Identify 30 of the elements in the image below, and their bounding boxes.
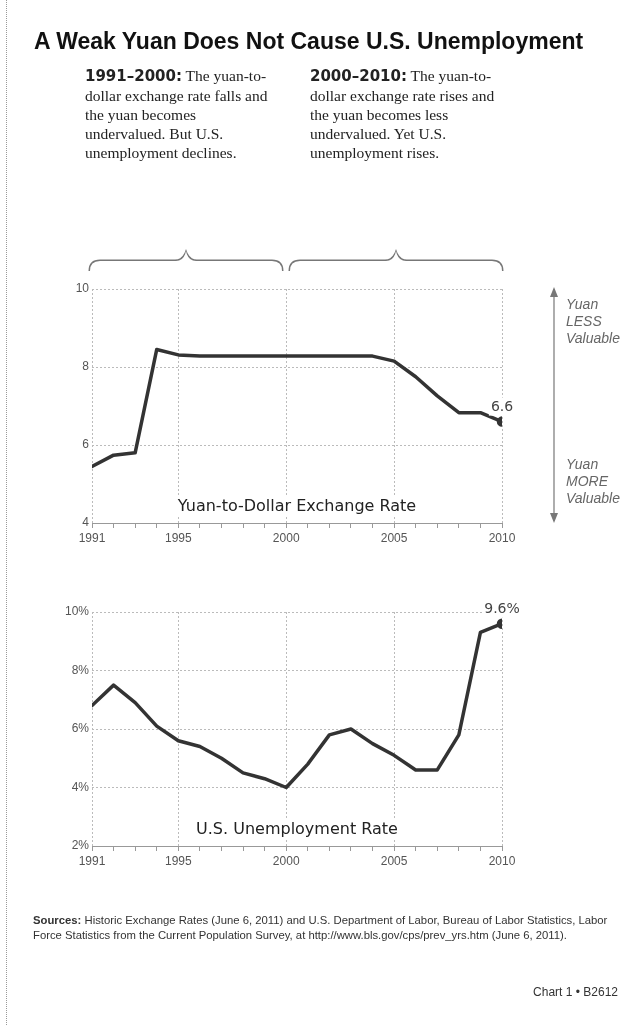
x-tick-label: 2010 <box>488 853 516 868</box>
x-tick-label: 2000 <box>272 853 300 868</box>
x-tick-label: 2005 <box>380 530 408 545</box>
x-tick-label: 1995 <box>164 530 192 545</box>
text: Yuan MORE Valuable <box>566 456 621 507</box>
x-tick-label: 2010 <box>488 530 516 545</box>
y-tick-label: 8 <box>82 359 90 374</box>
y-tick-label: 10% <box>64 604 90 619</box>
y-tick-label: 4% <box>71 779 90 794</box>
data-label: 6.6 <box>490 398 514 415</box>
y-tick-label: 6% <box>71 721 90 736</box>
chart-title: A Weak Yuan Does Not Cause U.S. Unemployment <box>34 28 584 55</box>
y-tick-label: 2% <box>71 838 90 853</box>
y-tick-label: 6 <box>82 437 90 452</box>
source-note: Sources: Historic Exchange Rates (June 6, 2011) and U.S. Department of Labor, Bureau of Labor Statistics, Labor Force Statistics from the Current Population Survey, at http://www.bls.gov/cps/prev_yrs.htm (June 6, 2011). <box>33 913 609 943</box>
x-tick-label: 2000 <box>272 530 300 545</box>
y-tick-label: 4 <box>82 515 90 530</box>
text: 1991–2000: The yuan-to-dollar exchange rate falls and the yuan becomes undervalued. But U.S. unemployment declines. <box>85 66 269 162</box>
x-tick-label: 1995 <box>164 853 192 868</box>
text: Yuan LESS Valuable <box>566 296 621 347</box>
text: U.S. Unemployment Rate <box>196 819 398 839</box>
data-label: 9.6% <box>484 600 520 617</box>
x-tick-label: 2005 <box>380 853 408 868</box>
text: 2000–2010: The yuan-to-dollar exchange rate rises and the yuan becomes less undervalued. Yet U.S. unemployment rises. <box>310 66 496 162</box>
x-tick-label: 1991 <box>78 530 106 545</box>
y-tick-label: 10 <box>75 281 90 296</box>
caption: Chart 1 • B2612 <box>533 985 618 999</box>
text: Yuan-to-Dollar Exchange Rate <box>176 496 417 516</box>
y-tick-label: 8% <box>71 662 90 677</box>
x-tick-label: 1991 <box>78 853 106 868</box>
